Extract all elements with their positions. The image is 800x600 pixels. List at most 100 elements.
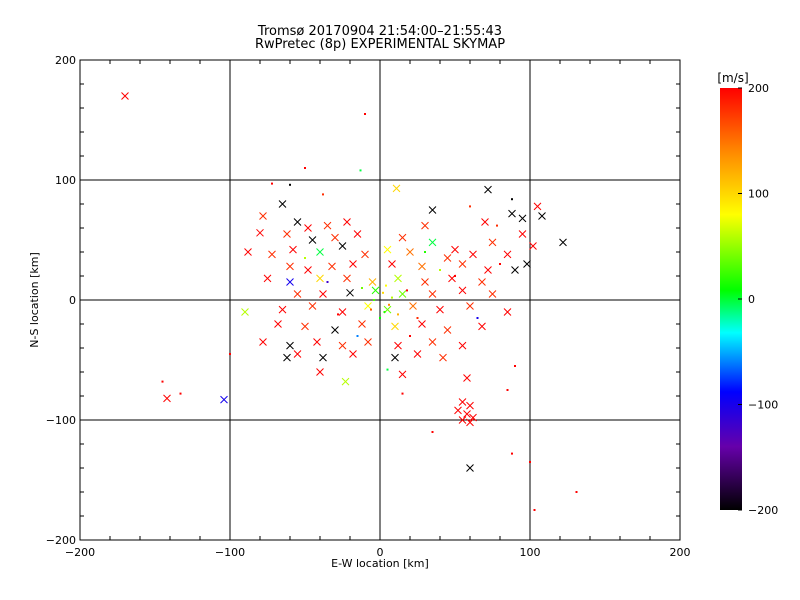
data-point-cross — [458, 260, 467, 268]
data-point-cross — [304, 266, 312, 274]
data-point-dot — [337, 313, 339, 316]
data-point-cross — [241, 308, 249, 316]
data-point-cross — [469, 250, 477, 259]
data-point-cross — [421, 221, 429, 230]
data-point-dot — [511, 452, 513, 455]
data-point-cross — [256, 228, 264, 237]
data-point-cross — [451, 245, 459, 254]
data-point-cross — [338, 308, 347, 316]
data-point-dot — [382, 291, 384, 294]
data-point-cross — [278, 200, 287, 208]
data-point-cross — [331, 233, 339, 242]
data-point-cross — [439, 353, 447, 362]
data-point-cross — [293, 350, 302, 358]
data-point-cross — [466, 418, 474, 427]
data-point-cross — [398, 290, 407, 298]
data-point-cross — [481, 218, 489, 226]
data-point-dot — [469, 205, 471, 208]
data-point-cross — [220, 395, 228, 404]
y-tick-label: 100 — [55, 174, 76, 187]
data-point-dot — [388, 303, 390, 306]
data-point-dot — [424, 251, 426, 253]
colorbar-tick-label: 200 — [748, 82, 769, 95]
data-point-cross — [478, 278, 486, 286]
data-point-cross — [421, 278, 429, 286]
data-point-cross — [428, 238, 437, 247]
data-point-cross — [391, 322, 399, 331]
data-points — [121, 92, 578, 511]
data-point-cross — [398, 370, 407, 379]
data-point-cross — [343, 218, 351, 226]
data-point-dot — [373, 299, 375, 301]
x-tick-label: 200 — [670, 546, 691, 559]
data-point-cross — [163, 394, 171, 403]
data-point-cross — [364, 338, 372, 346]
data-point-cross — [466, 302, 474, 310]
data-point-cross — [308, 236, 317, 244]
data-point-dot — [439, 269, 441, 271]
data-point-cross — [283, 353, 291, 362]
y-tick-label: 0 — [69, 294, 76, 307]
data-point-dot — [401, 392, 404, 395]
data-point-cross — [293, 290, 302, 298]
data-point-dot — [356, 335, 359, 337]
data-point-cross — [394, 341, 402, 350]
data-point-dot — [304, 257, 306, 259]
data-point-cross — [274, 320, 282, 328]
colorbar — [720, 88, 742, 510]
x-tick-label: −100 — [215, 546, 245, 559]
data-point-cross — [346, 288, 354, 297]
data-point-dot — [161, 380, 164, 383]
y-tick-label: −100 — [46, 414, 76, 427]
data-point-cross — [349, 350, 357, 358]
data-point-cross — [278, 305, 287, 314]
data-point-dot — [575, 491, 578, 493]
data-point-dot — [322, 193, 324, 196]
chart-title: Tromsø 20170904 21:54:00–21:55:43 — [257, 24, 503, 39]
data-point-cross — [529, 242, 537, 250]
data-point-cross — [443, 254, 452, 262]
x-tick-label: 0 — [377, 546, 384, 559]
data-point-dot — [476, 317, 479, 319]
data-point-cross — [458, 416, 467, 424]
colorbar-label: [m/s] — [717, 71, 748, 85]
data-point-cross — [436, 305, 444, 314]
data-point-cross — [358, 320, 366, 328]
x-tick-label: 100 — [520, 546, 541, 559]
data-point-dot — [511, 198, 513, 201]
data-point-cross — [289, 245, 297, 254]
data-point-cross — [488, 290, 497, 298]
data-point-cross — [488, 238, 497, 247]
data-point-cross — [428, 206, 437, 214]
data-point-cross — [353, 230, 362, 238]
data-point-cross — [316, 248, 324, 256]
grid-lines — [80, 60, 680, 540]
data-point-cross — [478, 322, 486, 331]
colorbar-ticks: 200 100 0 −100 −200 — [738, 82, 778, 517]
data-point-dot — [431, 431, 434, 433]
data-point-cross — [466, 464, 474, 472]
data-point-cross — [418, 320, 426, 328]
data-point-dot — [454, 275, 456, 277]
data-point-cross — [559, 238, 567, 247]
data-point-dot — [514, 365, 516, 367]
data-point-cross — [368, 278, 377, 286]
chart-subtitle: RwPretec (8p) EXPERIMENTAL SKYMAP — [254, 37, 506, 52]
data-point-dot — [533, 509, 536, 511]
data-point-cross — [316, 274, 324, 283]
data-point-cross — [244, 248, 252, 256]
data-point-cross — [463, 374, 471, 382]
data-point-dot — [179, 392, 182, 395]
data-point-dot — [499, 263, 501, 265]
data-point-cross — [283, 230, 291, 238]
data-point-dot — [496, 224, 498, 227]
data-point-cross — [518, 230, 527, 238]
axis-ticks: −200 −100 0 100 200 −200 −100 0 100 200 — [46, 54, 691, 559]
data-point-dot — [359, 169, 362, 172]
data-point-dot — [304, 167, 306, 169]
data-point-cross — [443, 326, 452, 334]
y-tick-label: −200 — [46, 534, 76, 547]
data-point-cross — [523, 260, 531, 268]
data-point-cross — [371, 286, 380, 295]
